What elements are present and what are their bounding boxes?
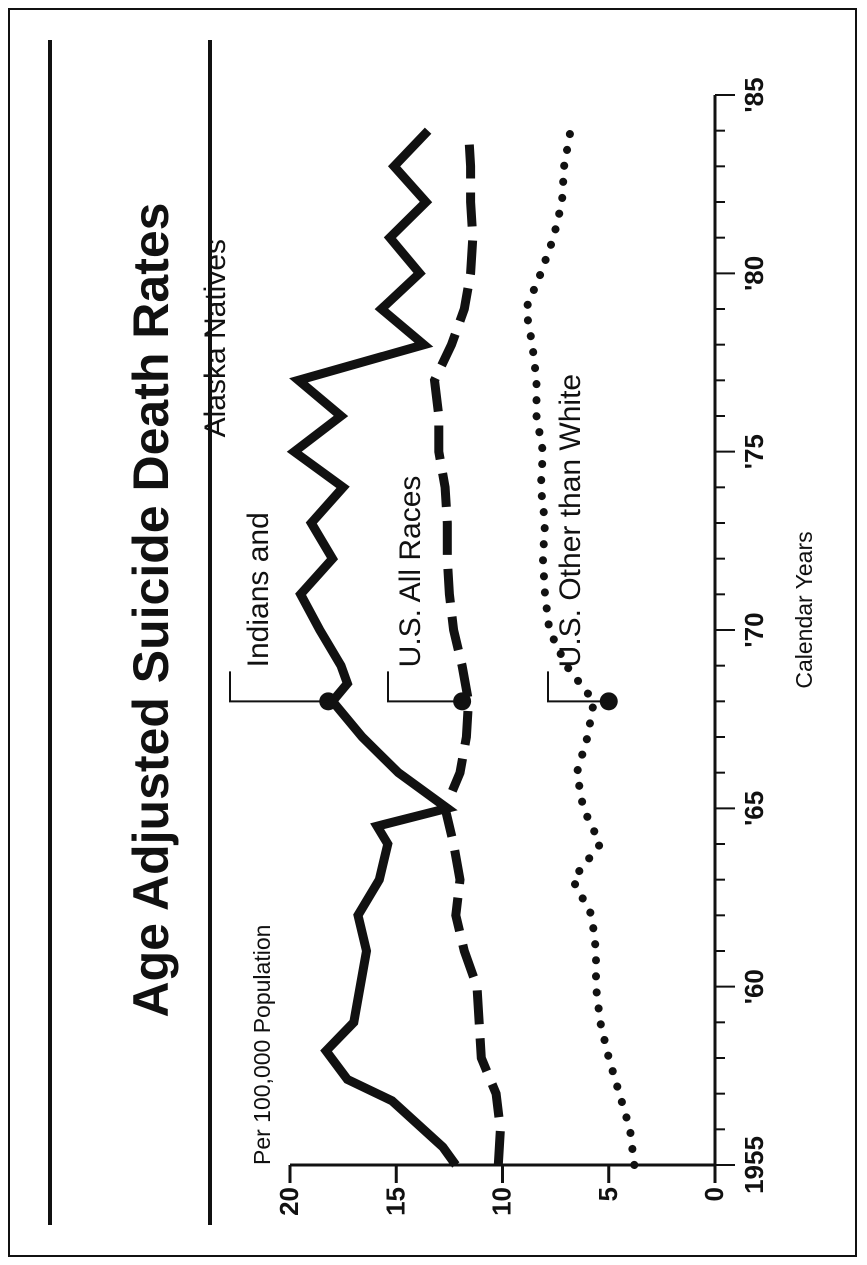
y-tick-label: 0 bbox=[699, 1187, 729, 1201]
series-label-us-other: U.S. Other than White bbox=[554, 374, 587, 667]
y-tick-label: 20 bbox=[274, 1187, 304, 1216]
x-tick-label: '60 bbox=[739, 969, 769, 1004]
x-tick-label: '65 bbox=[739, 791, 769, 826]
callout-leader bbox=[387, 671, 463, 703]
labels-layer: Indians and Alaska Natives U.S. All Races U… bbox=[199, 239, 618, 711]
chart-title: Age Adjusted Suicide Death Rates bbox=[123, 203, 179, 1018]
series-line-2 bbox=[521, 126, 639, 1169]
y-axis-title: Per 100,000 Population bbox=[249, 925, 275, 1165]
y-tick-label: 15 bbox=[380, 1187, 410, 1216]
series-line-0 bbox=[286, 127, 460, 1168]
x-axis-title: Calendar Years bbox=[791, 531, 817, 688]
x-tick-label: '70 bbox=[739, 612, 769, 647]
y-tick-label: 10 bbox=[487, 1187, 517, 1216]
series-label-indians: Indians and bbox=[242, 512, 275, 667]
series-label-indians-line2: Alaska Natives bbox=[199, 239, 232, 437]
x-tick-label: '75 bbox=[739, 434, 769, 469]
x-tick-label: 1955 bbox=[739, 1136, 769, 1194]
x-tick-label: '85 bbox=[739, 77, 769, 112]
series-label-us-all: U.S. All Races bbox=[394, 476, 427, 668]
series-line-1 bbox=[429, 130, 505, 1166]
series-layer bbox=[286, 126, 639, 1169]
axes: 0 5 10 15 20 1955 '60 '65 '70 '75 '80 '85 bbox=[274, 77, 769, 1215]
callout-leader bbox=[547, 671, 609, 703]
y-tick-label: 5 bbox=[593, 1187, 623, 1201]
callout-leader bbox=[229, 671, 329, 703]
x-tick-label: '80 bbox=[739, 256, 769, 291]
